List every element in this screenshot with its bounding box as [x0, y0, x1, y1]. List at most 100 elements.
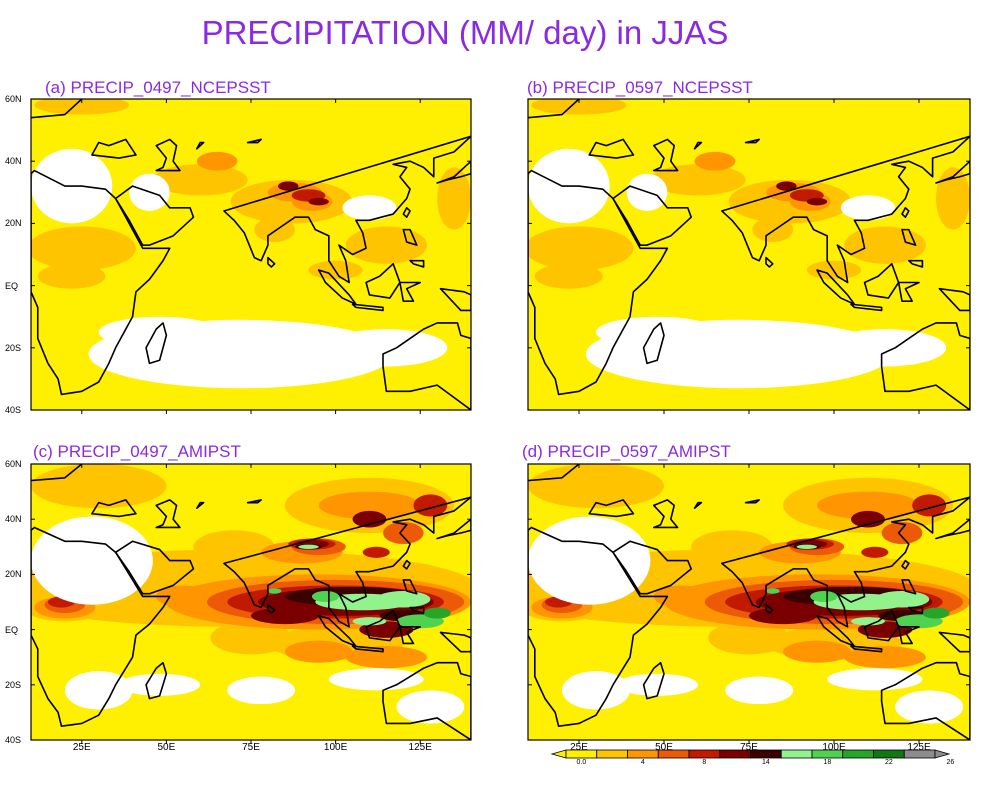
precip-contour [881, 521, 923, 545]
dry-region [823, 329, 947, 367]
precip-contour [278, 181, 299, 191]
lon-tick-label: 100E [323, 742, 348, 753]
coastline-mindanao [409, 606, 425, 614]
lat-tick-label: 20S [5, 679, 22, 690]
coastline-blacksea [588, 499, 635, 518]
precip-contour [47, 615, 218, 672]
precip-contour [810, 590, 838, 602]
precip-contour [817, 491, 919, 520]
coastline-caspian [652, 499, 679, 529]
coastline-australia [382, 322, 471, 410]
coastline-philippines [402, 228, 418, 246]
coastline-balkhash [744, 138, 761, 144]
coastline-japan [935, 518, 970, 540]
dry-region [528, 516, 651, 605]
coastline-mindanao [409, 259, 425, 268]
coastline-balkhash [744, 499, 761, 504]
precip-contour [31, 464, 167, 509]
coastline-balkhash [246, 138, 262, 144]
coastline-srilanka [267, 603, 276, 614]
coastline-india [720, 496, 970, 628]
coastline-arabia [114, 540, 195, 595]
coastline-balkhash [246, 499, 262, 504]
lon-tick-label: 75E [242, 742, 260, 753]
lon-tick-label: 125E [408, 742, 432, 753]
precip-contour [531, 99, 627, 115]
dry-region [725, 676, 794, 705]
coastline-arabia [114, 185, 195, 246]
precip-contour [650, 164, 746, 196]
coastline-australia [880, 322, 970, 410]
lon-tick-label: 75E [740, 742, 758, 753]
coastline-africa [528, 526, 669, 728]
precip-contour [691, 530, 773, 564]
precip-contour [37, 263, 106, 289]
precip-contour [267, 588, 282, 594]
coastline-blacksea [588, 138, 635, 159]
coastline-arabia [612, 185, 693, 246]
lat-tick-label: 60N [5, 459, 22, 469]
precip-contour [708, 621, 790, 655]
lon-tick-label: 125E [907, 742, 931, 753]
coastline-europe [528, 464, 580, 482]
precip-contour [210, 621, 292, 655]
panel-b-title: (b) PRECIP_0597_NCEPSST [527, 78, 753, 97]
lon-tick-label: 25E [570, 742, 588, 753]
coastline-madagascar [145, 322, 168, 365]
precip-contour [653, 585, 709, 608]
dry-region [119, 673, 201, 696]
coastline-mindanao [907, 606, 924, 614]
lon-tick-label: 100E [822, 742, 846, 753]
dry-region [596, 316, 719, 348]
dry-region [328, 668, 424, 691]
coastline-sulawesi [399, 281, 422, 302]
coastline-srilanka [765, 256, 774, 268]
precip-contour [437, 167, 471, 230]
precip-contour [844, 226, 926, 264]
precip-contour [922, 607, 950, 619]
lat-tick-label: 40S [5, 735, 22, 745]
precip-contour [766, 588, 780, 594]
dry-region [31, 516, 153, 605]
precip-contour [851, 617, 885, 626]
coastline-aral [693, 501, 703, 509]
lat-tick-label: 40S [5, 405, 22, 415]
precip-contour [596, 276, 800, 327]
coastline-madagascar [145, 661, 168, 700]
coastline-philippines [402, 579, 418, 595]
lat-tick-label: 20N [5, 569, 22, 580]
lat-tick-label: 60N [5, 94, 22, 104]
dry-region [616, 673, 698, 696]
dry-region [342, 195, 397, 221]
panel-d-title: (d) PRECIP_0597_AMIPST [522, 442, 731, 461]
precip-contour [376, 590, 431, 608]
colorbar [550, 749, 951, 759]
precip-contour [534, 263, 603, 289]
coastline-newguinea [938, 631, 970, 653]
coastline-taiwan [402, 207, 411, 218]
precip-contour [936, 167, 970, 230]
coastline-blacksea [91, 499, 137, 518]
precip-contour [806, 197, 828, 206]
precip-contour [352, 617, 387, 626]
colorbar-label: 26 [946, 759, 955, 766]
precip-contour [298, 544, 319, 550]
lon-tick-label: 25E [72, 742, 91, 753]
coastline-europe [31, 464, 83, 482]
dry-region [98, 316, 221, 348]
coastline-taiwan [901, 207, 910, 218]
precip-contour [528, 464, 664, 509]
coastline-india [223, 135, 471, 284]
coastline-europe [31, 99, 83, 119]
figure-title: PRECIPITATION (MM/ day) in JJAS [201, 14, 729, 51]
colorbar-box [780, 749, 813, 759]
precip-contour [851, 510, 885, 528]
lat-tick-label: 20S [5, 342, 22, 353]
precip-contour [749, 607, 817, 625]
coastline-africa [31, 526, 171, 728]
coastline-japan [436, 160, 471, 184]
coastline-java [351, 303, 384, 312]
coastline-sulawesi [897, 626, 920, 645]
precip-contour [318, 491, 421, 520]
colorbar-label: 18 [823, 759, 832, 766]
